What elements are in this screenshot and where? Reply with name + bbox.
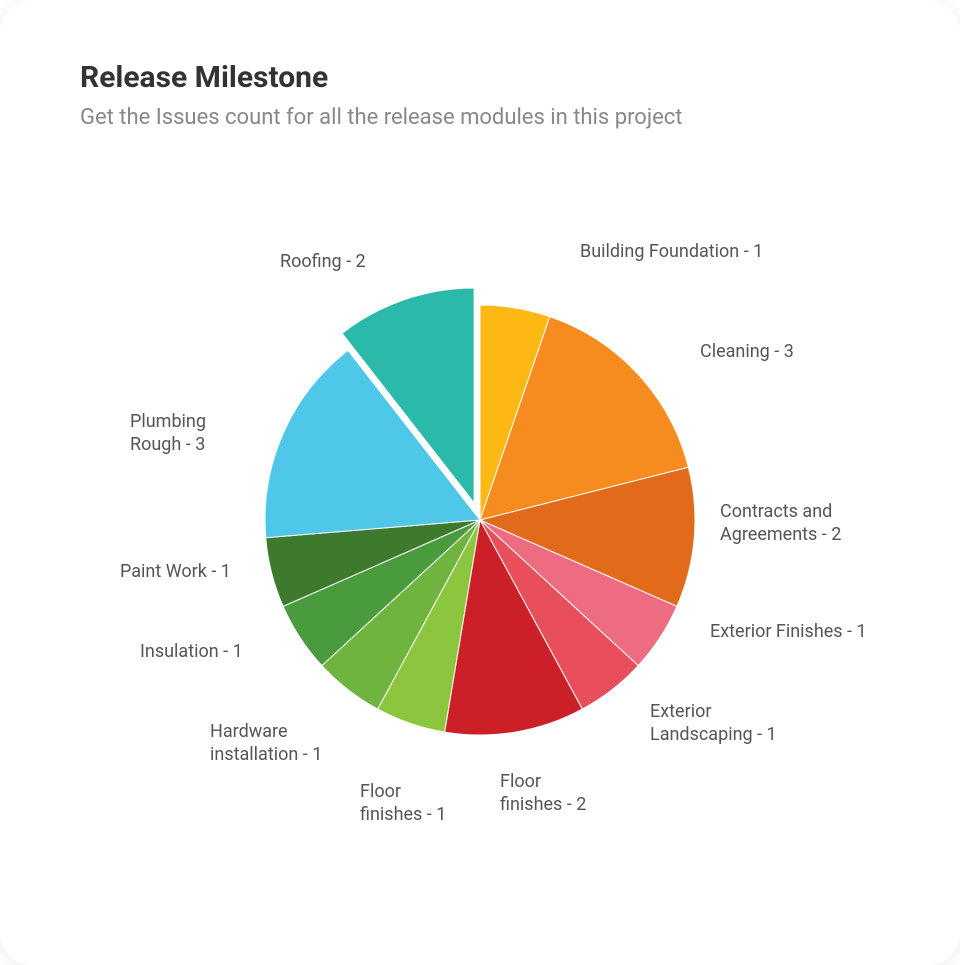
slice-label: Contracts and Agreements - 2 [720,500,841,547]
slice-label: Plumbing Rough - 3 [130,410,206,457]
slice-label: Exterior Finishes - 1 [710,620,867,643]
slice-label: Floor finishes - 2 [500,770,586,817]
slice-label: Paint Work - 1 [120,560,231,583]
slice-label: Hardware installation - 1 [210,720,322,767]
slice-label: Building Foundation - 1 [580,240,763,263]
slice-label: Floor finishes - 1 [360,780,446,827]
slice-label: Insulation - 1 [140,640,243,663]
pie-chart-container: Building Foundation - 1 Cleaning - 3 Contr… [80,170,880,870]
slice-label: Roofing - 2 [280,250,366,273]
chart-title: Release Milestone [80,60,880,95]
slice-label: Exterior Landscaping - 1 [650,700,777,747]
chart-subtitle: Get the Issues count for all the release… [80,105,880,130]
chart-card: Release Milestone Get the Issues count f… [0,0,960,965]
slice-label: Cleaning - 3 [700,340,794,363]
